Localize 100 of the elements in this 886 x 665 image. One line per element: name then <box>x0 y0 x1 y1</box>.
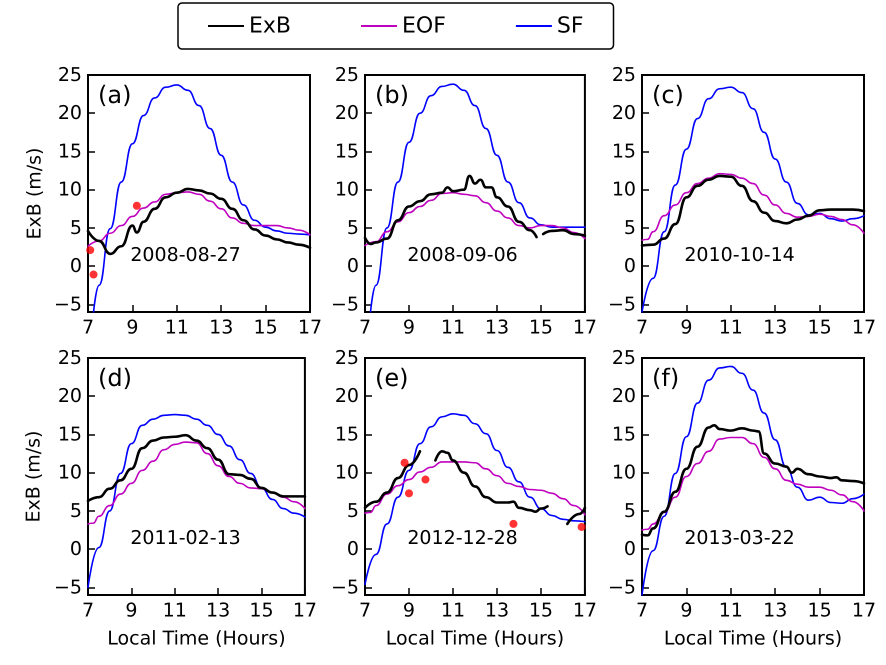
y-tick-label: 25 <box>612 64 636 86</box>
y-tick-label: 10 <box>334 178 359 201</box>
y-tick-label: −5 <box>54 576 82 598</box>
annotation: (f) <box>652 364 680 392</box>
y-tick-label: 20 <box>612 102 636 124</box>
y-tick-label: 0 <box>346 538 359 560</box>
x-tick-label: 9 <box>125 600 138 622</box>
point <box>132 202 141 210</box>
y-tick-label: 5 <box>346 500 359 522</box>
x-tick-label: 15 <box>528 600 554 622</box>
annotation: 2011-02-13 <box>130 527 241 550</box>
point <box>578 522 586 531</box>
y-tick-label: 10 <box>334 462 359 484</box>
y-tick-label: 5 <box>624 500 636 522</box>
annotation: (c) <box>652 81 684 109</box>
line-series <box>92 84 311 313</box>
x-tick-label: 9 <box>680 600 692 622</box>
x-tick-label: 7 <box>82 316 94 338</box>
y-tick-label: −5 <box>608 293 636 316</box>
y-tick-label: 20 <box>612 385 636 408</box>
x-tick-label: 7 <box>358 316 372 338</box>
y-tick-label: 10 <box>58 462 82 484</box>
point <box>86 246 94 254</box>
x-tick-label: 9 <box>402 600 416 622</box>
y-tick-label: 10 <box>612 462 636 484</box>
x-tick-label: 9 <box>126 316 138 338</box>
line-series <box>364 413 586 586</box>
x-tick-label: 7 <box>636 600 648 622</box>
legend-label: EOF <box>402 14 446 38</box>
y-tick-label: 0 <box>624 255 636 278</box>
annotation: (e) <box>375 364 408 392</box>
y-axis-title: ExB (m/s) <box>22 430 45 522</box>
point <box>400 458 409 467</box>
y-tick-label: 15 <box>612 423 636 446</box>
x-tick-label: 11 <box>718 600 743 622</box>
x-tick-label: 17 <box>292 600 318 622</box>
x-tick-label: 17 <box>852 316 876 338</box>
x-tick-label: 11 <box>718 316 743 338</box>
y-tick-label: 20 <box>334 385 359 408</box>
y-tick-label: 5 <box>346 216 359 239</box>
x-tick-label: 7 <box>358 600 372 622</box>
annotation: 2012-12-28 <box>407 527 518 550</box>
x-tick-label: 15 <box>254 316 278 338</box>
x-tick-label: 13 <box>763 600 788 622</box>
x-tick-label: 13 <box>206 600 230 622</box>
y-tick-label: 0 <box>624 538 636 560</box>
line-series <box>364 192 586 246</box>
y-tick-label: −5 <box>608 576 636 598</box>
x-axis-title: Local Time (Hours) <box>664 628 842 650</box>
line-series <box>87 414 306 588</box>
x-axis-title: Local Time (Hours) <box>107 628 286 650</box>
annotation: 2008-08-27 <box>130 244 241 266</box>
x-tick-label: 15 <box>808 600 832 622</box>
x-tick-label: 17 <box>572 316 598 338</box>
y-tick-label: 15 <box>612 140 636 162</box>
x-tick-label: 13 <box>209 316 234 338</box>
x-tick-label: 15 <box>528 316 554 338</box>
point <box>509 520 518 528</box>
x-tick-label: 7 <box>636 316 648 338</box>
line-series <box>364 461 586 516</box>
y-tick-label: 25 <box>612 347 636 369</box>
point <box>404 489 413 498</box>
y-tick-label: 5 <box>624 216 636 239</box>
y-tick-label: 25 <box>58 347 82 369</box>
y-tick-label: −5 <box>54 293 82 316</box>
annotation: 2008-09-06 <box>407 244 518 266</box>
y-axis-title: ExB (m/s) <box>24 148 46 240</box>
y-tick-label: 15 <box>334 423 359 446</box>
y-tick-label: 0 <box>346 255 359 278</box>
y-tick-label: 0 <box>70 538 82 560</box>
x-tick-label: 17 <box>572 600 598 622</box>
x-tick-label: 11 <box>162 600 187 622</box>
y-tick-label: 10 <box>612 178 636 201</box>
x-tick-label: 11 <box>440 316 466 338</box>
annotation: (a) <box>98 81 132 109</box>
y-tick-label: 20 <box>58 385 82 408</box>
x-tick-label: 9 <box>402 316 416 338</box>
y-tick-label: 25 <box>334 347 359 369</box>
point <box>90 270 98 279</box>
x-tick-label: 15 <box>808 316 832 338</box>
y-tick-label: 15 <box>334 140 359 162</box>
line-series <box>87 441 306 525</box>
y-tick-label: 0 <box>70 255 82 278</box>
line-series <box>641 366 865 596</box>
y-tick-label: 20 <box>334 102 359 124</box>
x-tick-label: 17 <box>852 600 876 622</box>
x-tick-label: 7 <box>82 600 94 622</box>
x-tick-label: 11 <box>164 316 189 338</box>
point <box>421 476 430 484</box>
annotation: (b) <box>375 81 409 109</box>
legend-label: SF <box>556 14 584 38</box>
y-tick-label: −5 <box>330 293 359 316</box>
y-tick-label: 15 <box>58 423 82 446</box>
x-tick-label: 9 <box>680 316 692 338</box>
x-tick-label: 17 <box>298 316 322 338</box>
x-tick-label: 13 <box>484 316 510 338</box>
y-tick-label: 15 <box>58 140 82 162</box>
x-tick-label: 11 <box>440 600 466 622</box>
y-tick-label: 20 <box>58 102 82 124</box>
annotation: (d) <box>98 364 132 392</box>
